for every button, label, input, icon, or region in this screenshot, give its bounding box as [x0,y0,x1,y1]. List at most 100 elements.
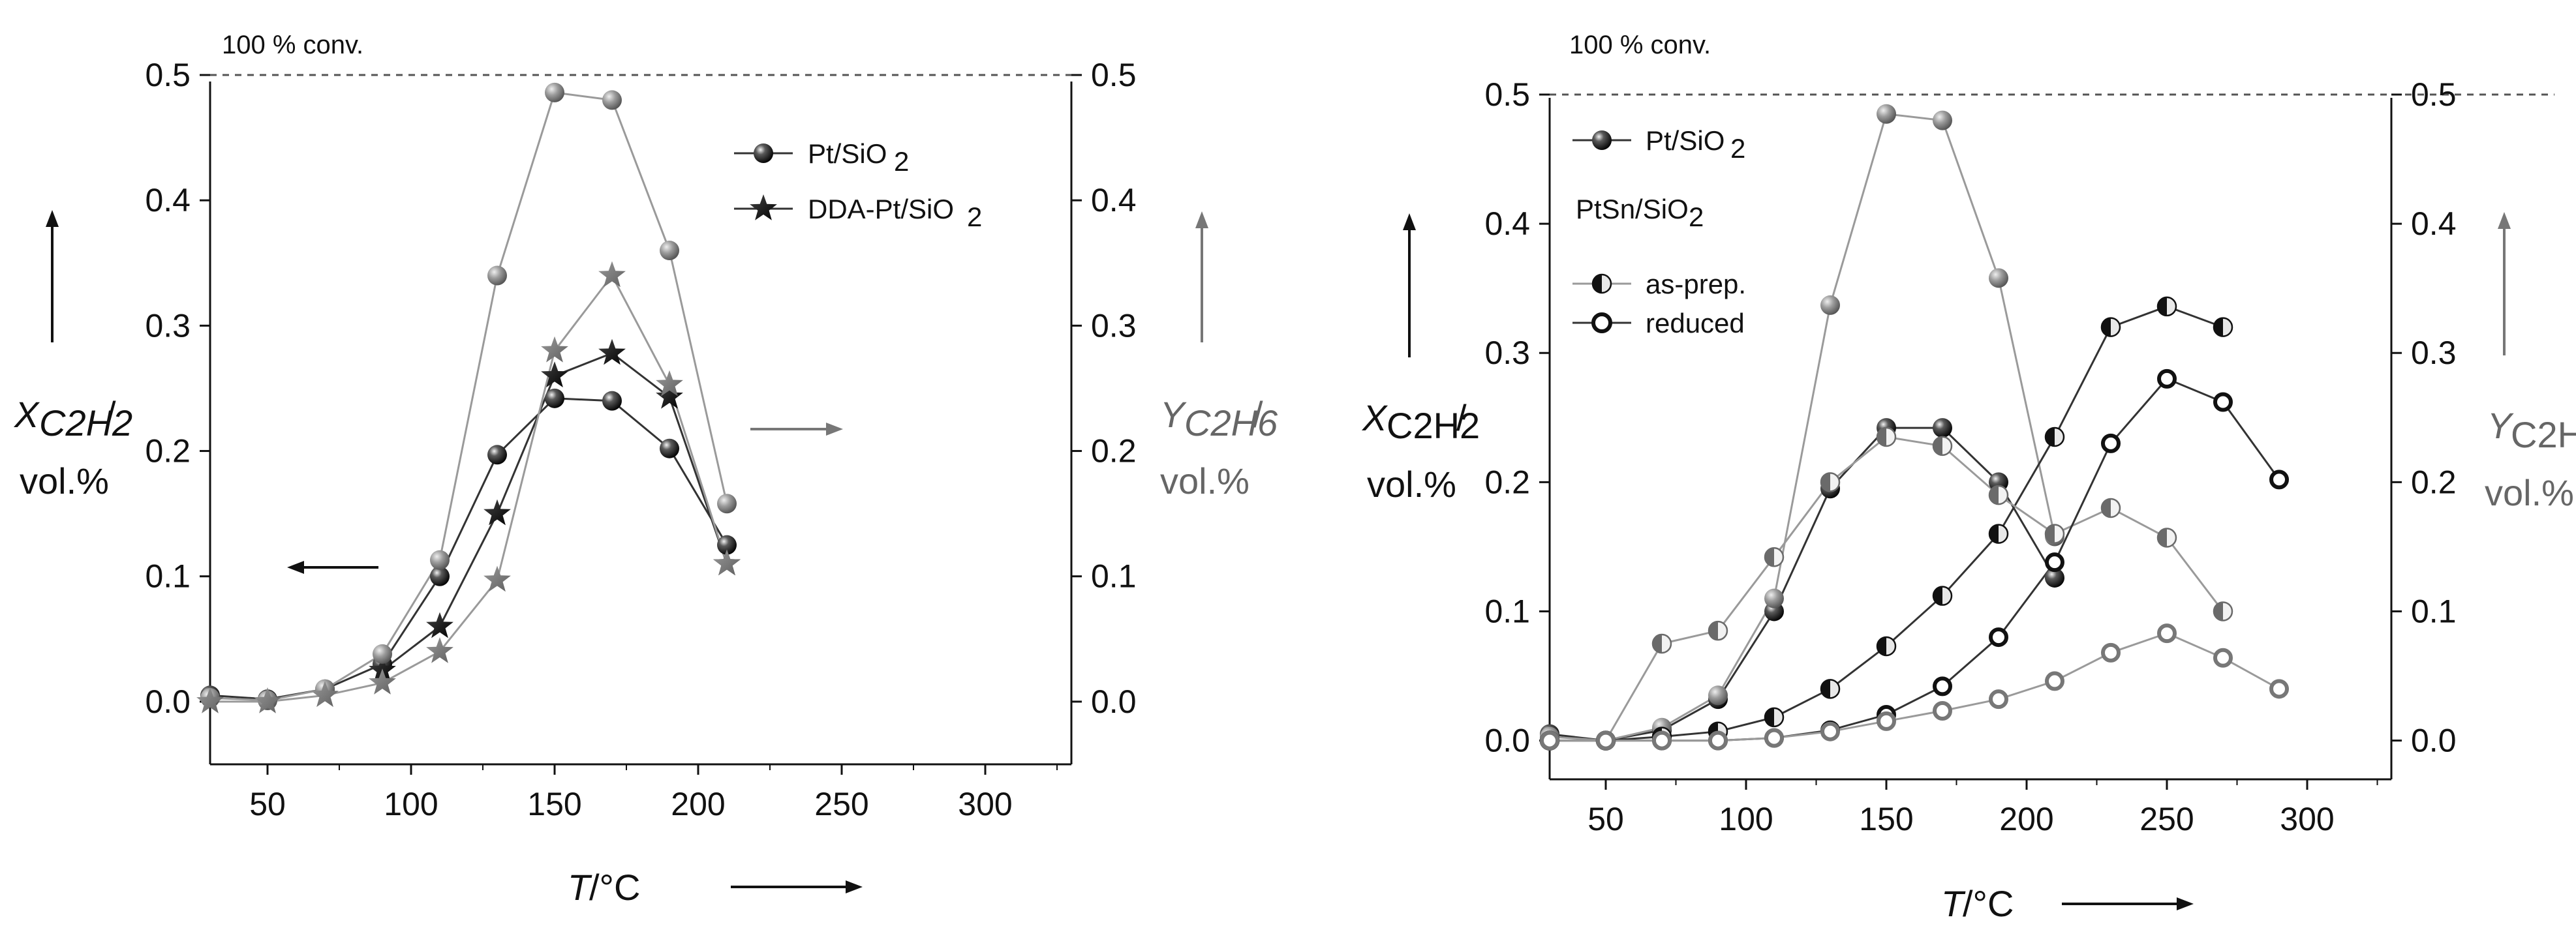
y-label-left-sub: C2H2 [39,402,132,443]
data-point-half-gray-fill [2214,602,2223,621]
data-point-half-black-fill [1765,708,1774,726]
data-point-half-gray-fill [1877,428,1886,446]
data-point-sphere-black [2045,567,2064,588]
y-tick-label: 0.4 [1484,205,1530,242]
data-point-sphere-black [487,445,507,465]
data-point-half-gray-fill [1653,634,1662,653]
data-point-ring-black [2269,470,2289,490]
data-point-sphere-gray [1708,685,1728,706]
y-label-left-tail: / [1456,397,1467,438]
series-lines [209,91,728,703]
data-point-half-gray-fill [1765,548,1774,567]
y-label-left-unit: vol.% [1367,464,1456,505]
x-label-var: T [1941,883,1966,924]
legend-sphere-black-marker [1592,130,1612,150]
data-point-ring-gray [2157,623,2177,644]
y-label-right-unit: vol.% [2485,472,2574,513]
up-arrow-head [1403,213,1416,230]
right-arrow-head [826,423,843,436]
y-label-right-unit: vol.% [1160,460,1250,501]
data-point-half-black [1988,524,2009,544]
data-point-half-gray-fill [2158,528,2167,547]
data-point-ring-black [1933,676,1952,696]
data-point-half-black-fill [1821,680,1830,698]
x-tick-label: 200 [1999,801,2053,837]
y-right-tick-label: 0.3 [2411,335,2457,371]
series-line-3 [1550,436,2224,742]
data-point-sphere-gray [1933,110,1952,130]
series-line-4 [1550,377,2280,742]
series-line-3 [210,273,728,703]
y-right-tick-label: 0.2 [2411,464,2457,500]
y-label-right: Y C2H vol.% [2485,212,2576,513]
y-right-tick-label: 0.4 [2411,205,2457,242]
data-point-half-black-fill [2046,428,2055,446]
data-point-sphere-gray [1764,588,1784,608]
x-tick-label: 100 [384,786,438,822]
legend: Pt/SiO 2 DDA-Pt/SiO 2 [734,138,982,232]
y-ticks-right: 0.0 0.1 0.2 0.3 0.4 0.5 [2391,76,2457,759]
data-point-ring-black [2213,392,2233,412]
data-point-ring-black [1989,627,2008,648]
data-point-sphere-gray [1877,104,1896,124]
data-point-sphere-gray [430,550,450,570]
data-point-half-gray [1764,546,1785,567]
data-point-ring-gray [1933,701,1952,721]
data-point-half-black [1876,636,1897,657]
data-point-star-gray [311,681,339,708]
y-right-tick-label: 0.4 [1091,182,1137,218]
y-tick-label: 0.2 [145,433,191,470]
data-point-ring-gray [1708,730,1728,751]
y-tick-label: 0.5 [145,57,191,93]
data-point-ring-gray [2045,671,2064,691]
series-line-1 [1549,113,2056,742]
up-arrow-gray-head [1195,211,1208,228]
y-tick-label: 0.0 [145,683,191,720]
legend-half-filled-marker-shape-fill [1593,275,1602,293]
legend-label: DDA-Pt/SiO [808,194,954,224]
y-label-right-tail: / [1253,394,1263,435]
y-label-right-main: Y [1160,394,1187,435]
y-ticks-right: 0.0 0.1 0.2 0.3 0.4 0.5 [1071,57,1137,720]
y-right-tick-label: 0.1 [1091,558,1137,595]
legend-star-black-marker [750,194,777,220]
legend-item-pt-sio2: Pt/SiO 2 [734,138,909,177]
series-markers [1539,104,2289,751]
data-point-star-black [656,382,683,409]
legend-item-pt-sio2: Pt/SiO 2 [1572,125,1745,164]
data-point-half-gray-fill [1709,621,1718,640]
y-tick-label: 0.1 [145,558,191,595]
y-label-right-main: Y [2487,405,2514,446]
legend-half-filled-marker-shape [1591,273,1612,294]
y-label-left: X C2H2 / vol.% [1361,213,1480,505]
data-point-half-gray [2156,528,2177,548]
y-tick-label: 0.4 [145,182,191,218]
x-tick-label: 250 [814,786,868,822]
legend-title-sub: 2 [1689,202,1704,232]
x-label-unit: /°C [589,867,640,908]
legend-label-sub: 2 [894,146,909,177]
x-tick-label: 50 [1587,801,1624,837]
y-tick-label: 0.3 [1484,335,1530,371]
data-point-star-gray [254,687,281,713]
data-point-star-black [426,612,453,638]
legend-label: Pt/SiO [1646,125,1725,156]
data-point-ring-black [2045,552,2064,573]
y-right-tick-label: 0.5 [2411,76,2457,113]
data-point-star-gray [598,261,626,288]
data-point-half-black [1820,679,1841,699]
up-arrow-head [46,210,59,227]
note-100-conv: 100 % conv. [222,31,363,59]
x-label-var: T [568,867,592,908]
series-markers [196,82,741,713]
y-label-left-unit: vol.% [20,460,109,501]
data-point-star-black [483,499,511,526]
axes [209,82,1073,766]
data-point-ring-gray [1540,730,1559,751]
data-point-star-gray [483,565,511,592]
legend-label: as-prep. [1646,269,1746,299]
data-point-star-gray [369,668,396,695]
series-direction-arrows [287,423,843,574]
data-point-sphere-gray [545,82,564,102]
